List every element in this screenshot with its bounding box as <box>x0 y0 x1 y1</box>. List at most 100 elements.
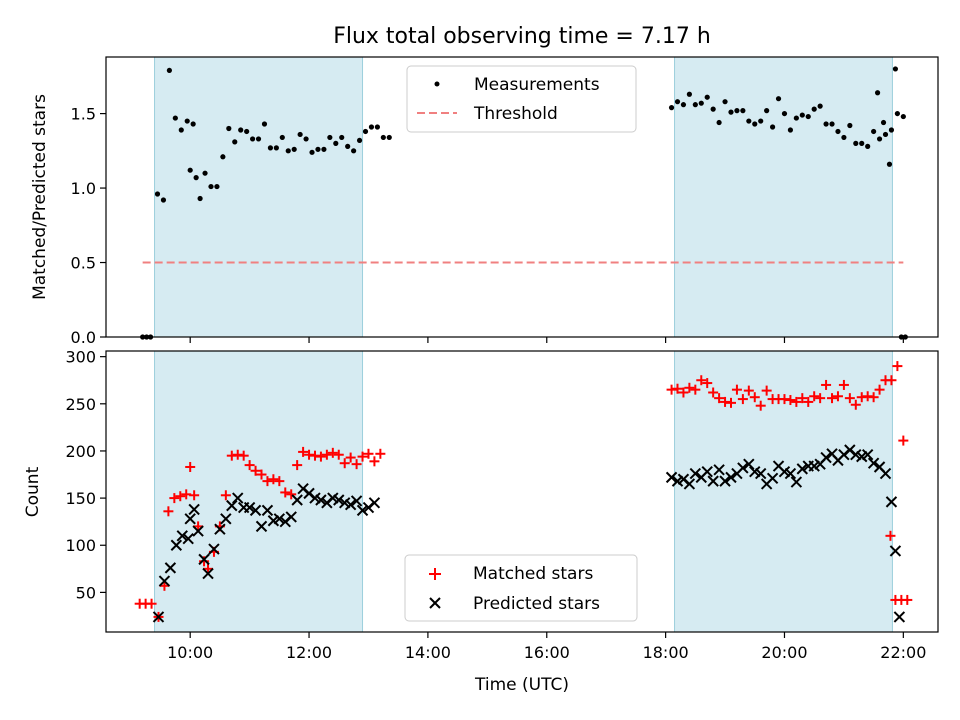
y-tick-label: 1.5 <box>71 105 96 124</box>
measurement-point <box>758 118 764 124</box>
predicted-star-point <box>188 503 200 516</box>
measurement-point <box>190 121 196 127</box>
predicted-star-point <box>158 575 171 587</box>
matched-star-point <box>146 598 157 609</box>
measurement-point <box>339 134 345 141</box>
measurement-point <box>285 148 291 154</box>
matched-star-point <box>175 491 186 502</box>
measurement-point <box>214 183 220 190</box>
matched-star-point <box>238 450 249 461</box>
matched-star-point <box>684 382 695 393</box>
measurement-point <box>356 137 363 144</box>
predicted-star-point <box>356 504 369 517</box>
predicted-star-point <box>889 545 902 557</box>
legend-predicted-marker <box>429 597 441 609</box>
measurement-point <box>853 140 859 146</box>
measurement-point <box>752 121 758 127</box>
measurement-point <box>362 128 369 135</box>
chart-title: Flux total observing time = 7.17 h <box>333 24 711 49</box>
predicted-star-point <box>184 513 196 525</box>
predicted-star-point <box>725 471 737 484</box>
measurement-point <box>273 145 279 151</box>
top-shaded-regions <box>154 56 893 338</box>
predicted-star-point <box>255 520 268 533</box>
matched-star-point <box>678 387 689 398</box>
y-tick-label: 300 <box>65 348 96 367</box>
matched-star-point <box>827 393 838 404</box>
matched-star-point <box>791 396 802 407</box>
matched-star-point <box>315 451 326 462</box>
matched-star-point <box>256 469 267 480</box>
matched-star-point <box>286 489 297 500</box>
measurement-point <box>166 67 172 74</box>
matched-star-point <box>844 393 855 404</box>
measurement-point <box>799 112 805 118</box>
measurement-point <box>197 195 203 202</box>
measurement-point <box>811 106 817 112</box>
measurement-point <box>368 124 375 130</box>
measurement-point <box>674 99 681 105</box>
predicted-star-point <box>784 467 797 480</box>
matched-star-point <box>821 379 832 390</box>
x-tick-label: 10:00 <box>167 643 213 662</box>
matched-star-point <box>755 400 766 411</box>
matched-star-point <box>743 385 754 396</box>
matched-star-point <box>292 460 303 471</box>
measurement-point <box>716 119 722 126</box>
top-y-axis-label: Matched/Predicted stars <box>30 94 50 300</box>
predicted-star-point <box>192 525 204 537</box>
measurement-point <box>232 139 238 145</box>
x-tick-label: 20:00 <box>761 643 807 662</box>
measurement-point <box>787 127 794 133</box>
matched-star-point <box>163 506 174 517</box>
measurement-point <box>722 99 728 105</box>
measurement-point <box>686 91 692 97</box>
predicted-star-point <box>796 463 809 475</box>
predicted-star-point <box>893 611 906 623</box>
measurement-point <box>220 154 226 160</box>
predicted-star-point <box>273 513 286 525</box>
matched-star-point <box>250 465 261 476</box>
predicted-star-point <box>170 539 183 551</box>
measurement-point <box>775 96 782 102</box>
predicted-star-point <box>879 467 892 480</box>
predicted-star-point <box>232 492 244 504</box>
y-tick-label: 0.5 <box>71 254 96 273</box>
measurement-point <box>888 127 895 133</box>
matched-star-point <box>898 435 909 446</box>
predicted-star-point <box>790 476 803 488</box>
predicted-star-point <box>861 449 874 461</box>
matched-star-point <box>761 385 772 396</box>
predicted-star-point <box>368 497 381 509</box>
measurement-point <box>279 134 285 141</box>
predicted-star-point <box>820 451 832 464</box>
predicted-star-point <box>754 467 767 480</box>
measurement-point <box>829 121 835 127</box>
y-tick-label: 200 <box>65 442 96 461</box>
matched-star-point <box>244 460 255 471</box>
x-tick-label: 18:00 <box>643 643 689 662</box>
measurement-point <box>734 108 740 114</box>
top-x-ticks <box>189 337 904 343</box>
measurement-point <box>333 140 339 146</box>
measurement-point <box>900 113 906 120</box>
matched-star-point <box>274 476 285 487</box>
predicted-star-point <box>719 475 731 487</box>
matched-star-point <box>832 391 843 402</box>
predicted-star-point <box>333 494 345 506</box>
measurement-point <box>154 191 161 197</box>
x-tick-label: 12:00 <box>286 643 332 662</box>
matched-star-point <box>169 493 180 504</box>
matched-star-point <box>321 449 332 460</box>
legend-predicted-label: Predicted stars <box>473 594 600 614</box>
matched-star-point <box>220 490 231 501</box>
matched-star-point <box>850 399 861 410</box>
predicted-stars-points <box>152 444 906 623</box>
top-measurement-points <box>140 66 908 340</box>
matched-star-point <box>708 387 719 398</box>
measurement-point <box>698 100 704 106</box>
predicted-star-point <box>766 472 779 485</box>
measurement-point <box>374 124 380 130</box>
shaded-observing-window <box>674 350 893 633</box>
